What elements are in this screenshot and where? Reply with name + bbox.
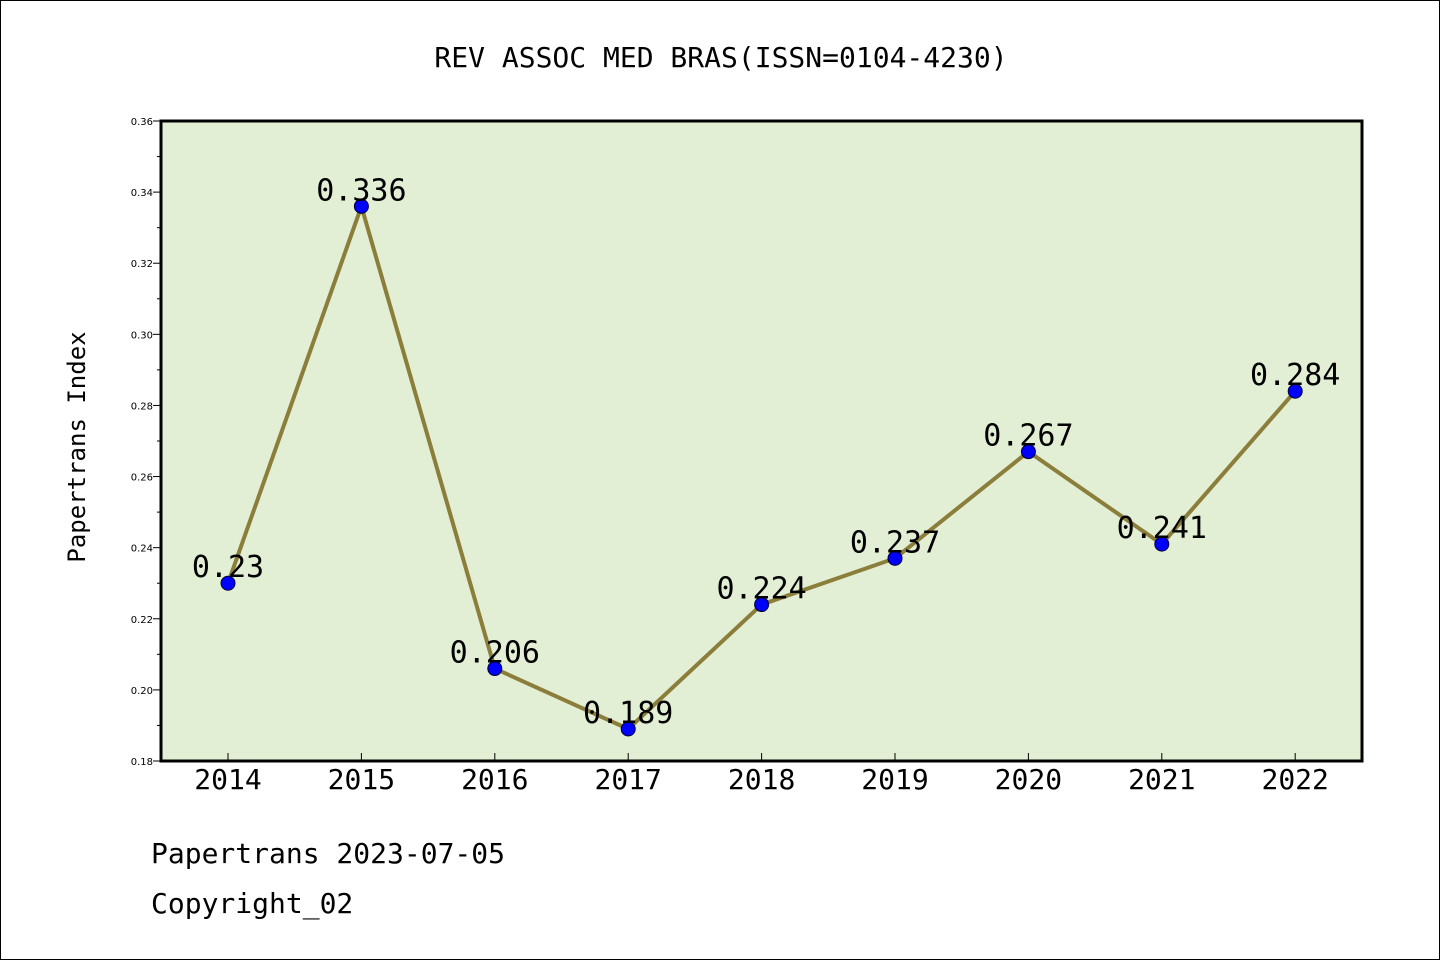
x-tick-label: 2021 — [1128, 763, 1195, 796]
data-point-marker — [754, 597, 770, 613]
y-tick-label: 0.28 — [131, 401, 153, 412]
data-label: 0.336 — [316, 173, 406, 208]
footer-copyright: Copyright_02 — [151, 887, 354, 920]
data-label: 0.206 — [450, 636, 540, 671]
y-tick-label: 0.36 — [131, 117, 153, 128]
y-tick-label: 0.34 — [131, 188, 153, 199]
data-label: 0.284 — [1250, 358, 1340, 393]
x-axis: 2014 2015 2016 2017 2018 2019 2020 2021 2022 — [194, 753, 1329, 796]
data-point-marker — [353, 198, 369, 214]
data-point-marker — [620, 721, 636, 737]
data-label: 0.267 — [983, 419, 1073, 454]
x-tick-label: 2016 — [461, 763, 528, 796]
x-tick-label: 2017 — [594, 763, 661, 796]
data-labels: 0.23 0.336 0.206 0.189 0.224 0.237 0.267 0.241 0… — [192, 173, 1340, 731]
y-axis-label: Papertrans Index — [63, 331, 91, 562]
data-label: 0.241 — [1117, 511, 1207, 546]
data-point-marker — [1287, 383, 1303, 399]
data-point-marker — [1154, 536, 1170, 552]
footer-date: Papertrans 2023-07-05 — [151, 837, 506, 870]
data-point-marker — [220, 575, 236, 591]
y-tick-label: 0.18 — [131, 757, 153, 768]
data-point-marker — [1020, 444, 1036, 460]
y-tick-label: 0.22 — [131, 615, 153, 626]
y-tick-label: 0.20 — [131, 686, 153, 697]
x-tick-label: 2014 — [194, 763, 261, 796]
data-label: 0.189 — [583, 696, 673, 731]
data-point-marker — [487, 661, 503, 677]
data-label: 0.23 — [192, 550, 264, 585]
x-tick-label: 2018 — [728, 763, 795, 796]
plot-area — [159, 119, 1364, 763]
data-label: 0.237 — [850, 525, 940, 560]
y-tick-label: 0.32 — [131, 259, 153, 270]
y-axis: 0.18 0.20 0.22 0.24 0.26 0.28 0.30 0.32 0.34 0.36 — [131, 117, 161, 768]
data-point-marker — [887, 550, 903, 566]
data-series — [220, 198, 1303, 737]
x-tick-label: 2019 — [861, 763, 928, 796]
x-tick-label: 2020 — [995, 763, 1062, 796]
x-tick-label: 2022 — [1261, 763, 1328, 796]
y-tick-label: 0.26 — [131, 473, 153, 484]
y-tick-label: 0.30 — [131, 330, 153, 341]
data-label: 0.224 — [716, 572, 806, 607]
y-tick-label: 0.24 — [131, 544, 153, 555]
chart-title: REV ASSOC MED BRAS(ISSN=0104-4230) — [434, 41, 1007, 74]
x-tick-label: 2015 — [328, 763, 395, 796]
